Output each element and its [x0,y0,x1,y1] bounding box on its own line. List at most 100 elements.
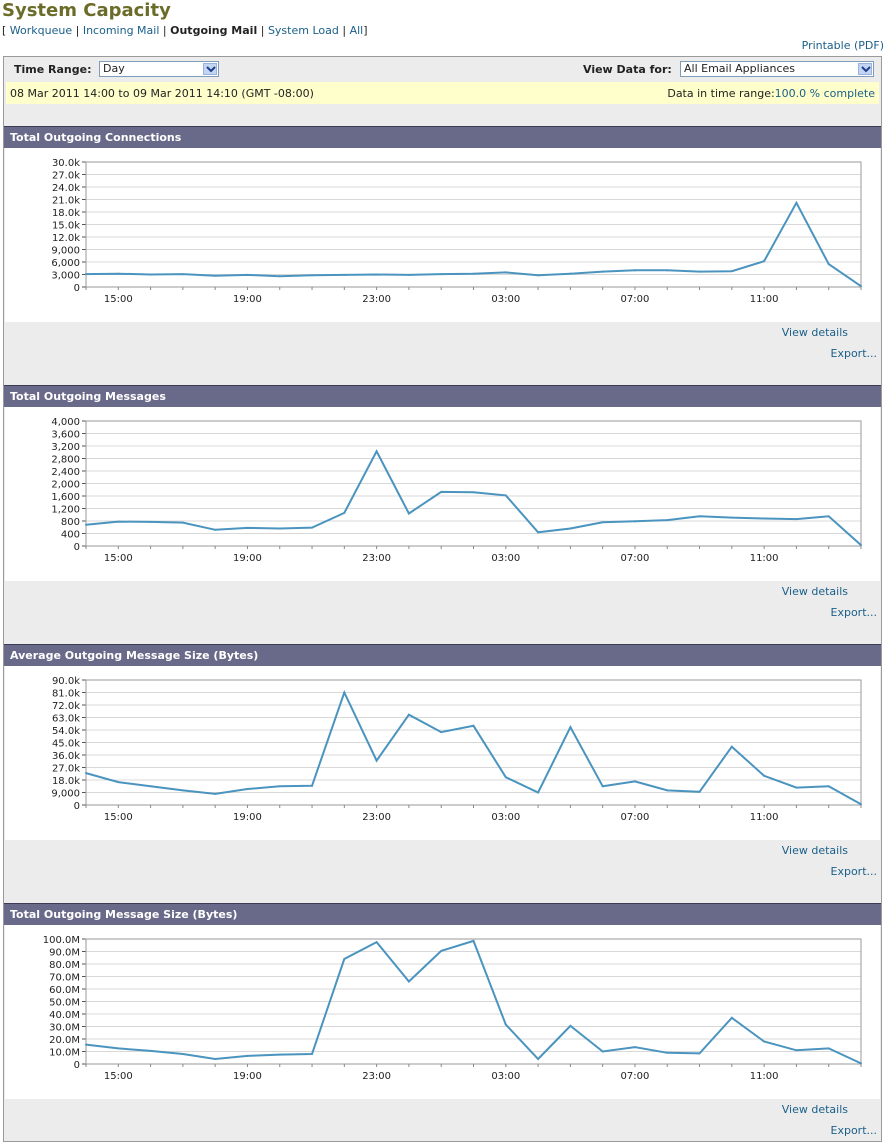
data-point [214,792,217,795]
data-point [763,260,766,263]
time-range-select[interactable]: Day [99,61,219,77]
x-tick-label: 11:00 [750,1071,779,1082]
y-tick-label: 400 [61,530,80,541]
panel-header-messages: Total Outgoing Messages [4,385,881,407]
y-tick-label: 27.0k [52,764,80,775]
x-tick-label: 15:00 [104,812,133,823]
x-tick-label: 03:00 [491,812,520,823]
subnav-separator: | [260,24,265,37]
y-tick-label: 30.0k [52,158,80,169]
data-point [278,1053,281,1056]
subnav-system-load-link[interactable]: System Load [267,24,339,37]
x-tick-label: 03:00 [491,1071,520,1082]
data-point [214,1058,217,1060]
chevron-down-icon [203,63,217,75]
view-details-link[interactable]: View details [781,585,848,598]
data-point [149,273,152,276]
data-point [472,724,475,727]
data-point [278,527,281,530]
x-tick-label: 07:00 [621,553,650,564]
y-tick-label: 0 [74,1060,80,1071]
data-point [860,285,862,288]
y-tick-label: 60.0M [49,985,80,996]
panel-title: Total Outgoing Messages [10,390,166,403]
data-point [343,273,346,276]
y-tick-label: 45.0k [52,739,80,750]
subnav-workqueue-link[interactable]: Workqueue [9,24,73,37]
data-point [375,759,378,762]
data-point [440,490,443,493]
x-tick-label: 23:00 [362,294,391,305]
data-point [569,527,572,530]
data-point [827,785,830,788]
y-tick-label: 18.0k [52,776,80,787]
view-details-link[interactable]: View details [781,1103,848,1116]
data-point [827,263,830,266]
x-tick-label: 11:00 [750,812,779,823]
y-tick-label: 0 [74,283,80,294]
view-details-link[interactable]: View details [781,326,848,339]
data-point [343,958,346,960]
data-point [85,1043,87,1046]
x-tick-label: 07:00 [621,294,650,305]
y-tick-label: 18.0k [52,208,80,219]
y-tick-label: 81.0k [52,689,80,700]
data-point [763,517,766,520]
y-tick-label: 9,000 [51,246,80,257]
y-tick-label: 80.0M [49,960,80,971]
data-point [181,1053,184,1055]
subnav-incoming-mail-link[interactable]: Incoming Mail [82,24,160,37]
data-point [149,1049,152,1052]
data-point [85,273,87,276]
view-details-link[interactable]: View details [781,844,848,857]
export-link[interactable]: Export... [830,1124,878,1137]
printable-pdf-link[interactable]: Printable (PDF) [801,39,884,52]
chevron-down-icon [858,63,872,75]
data-point [730,270,733,273]
subnav-separator: | [75,24,80,37]
data-point [504,271,507,274]
export-link[interactable]: Export... [830,606,878,619]
data-point [730,516,733,519]
data-point [117,781,120,784]
x-tick-label: 23:00 [362,812,391,823]
y-tick-label: 3,200 [51,442,80,453]
export-link[interactable]: Export... [830,347,878,360]
subnav-close-bracket: ] [363,24,368,37]
time-range-value: Day [103,62,125,75]
data-point [666,789,669,792]
data-point [601,1050,604,1053]
export-link[interactable]: Export... [830,865,878,878]
panel-body-connections: 0 3,000 6,000 9,000 12.0k 15.0k 18.0k 21.0k 24.0… [5,148,880,322]
x-tick-label: 23:00 [362,1071,391,1082]
data-point [117,520,120,523]
data-point [633,780,636,783]
data-point [537,274,540,277]
y-tick-label: 15.0k [52,221,80,232]
data-point [763,1040,766,1043]
view-data-value: All Email Appliances [684,62,796,75]
x-tick-label: 15:00 [104,294,133,305]
y-tick-label: 2,800 [51,455,80,466]
y-tick-label: 0 [74,801,80,812]
y-tick-label: 90.0M [49,948,80,959]
data-point [472,939,475,942]
x-tick-label: 23:00 [362,553,391,564]
y-tick-label: 40.0M [49,1010,80,1021]
x-tick-label: 07:00 [621,812,650,823]
x-tick-label: 19:00 [233,553,262,564]
data-point [569,726,572,729]
data-point [311,1053,314,1055]
y-tick-label: 90.0k [52,676,80,687]
data-point [504,776,507,779]
data-point [407,512,410,515]
data-point [569,272,572,275]
view-data-select[interactable]: All Email Appliances [680,61,874,77]
subnav-separator: | [342,24,347,37]
panel-header-connections: Total Outgoing Connections [4,126,881,148]
y-tick-label: 1,600 [51,492,80,503]
data-point [278,275,281,278]
y-tick-label: 72.0k [52,701,80,712]
data-point [181,273,184,276]
subnav-all-link[interactable]: All [349,24,364,37]
